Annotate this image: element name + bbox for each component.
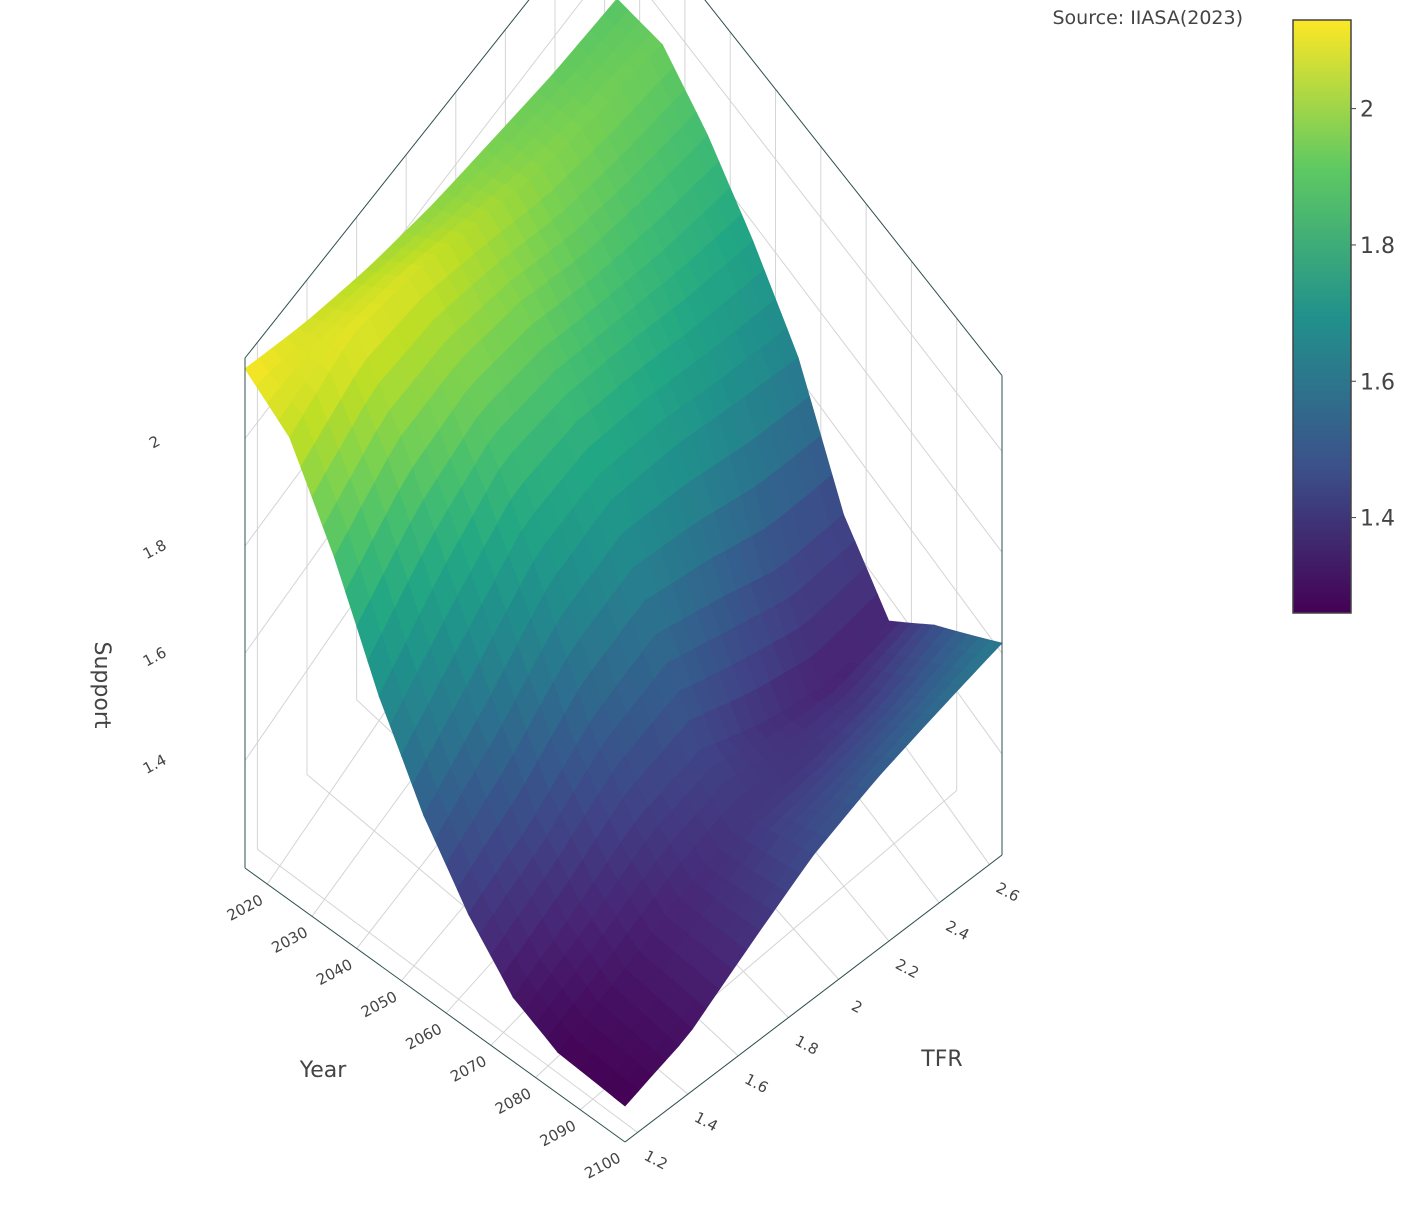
axis-frame bbox=[244, 0, 1003, 1143]
colorbar-tick-label: 1.8 bbox=[1360, 234, 1395, 259]
colorbar: 1.4 1.6 1.8 2 bbox=[1292, 19, 1395, 614]
y-tick-label: 2.4 bbox=[943, 917, 973, 944]
z-tick-label: 1.6 bbox=[140, 643, 170, 670]
z-tick-label: 1.4 bbox=[140, 751, 170, 778]
x-tick-label: 2020 bbox=[224, 891, 266, 925]
colorbar-tick-label: 2 bbox=[1360, 98, 1374, 123]
x-tick-label: 2100 bbox=[582, 1149, 624, 1183]
y-axis-title: TFR bbox=[920, 1047, 962, 1072]
x-axis-title: Year bbox=[299, 1058, 348, 1083]
x-tick-label: 2090 bbox=[537, 1116, 579, 1150]
colorbar-tick-label: 1.4 bbox=[1360, 507, 1395, 532]
x-tick-label: 2050 bbox=[358, 987, 400, 1021]
x-tick-label: 2070 bbox=[447, 1052, 489, 1086]
y-tick-label: 2 bbox=[849, 997, 866, 1017]
tfr-axis-line bbox=[624, 854, 1003, 1143]
year-axis-line bbox=[244, 867, 626, 1143]
source-note: Source: IIASA(2023) bbox=[1053, 7, 1244, 29]
top-edge bbox=[244, 0, 530, 359]
y-tick-label: 2.2 bbox=[892, 955, 922, 982]
y-tick-label: 2.6 bbox=[993, 879, 1023, 906]
colorbar-tick-label: 1.6 bbox=[1360, 370, 1395, 395]
floor-gridline-tfr bbox=[257, 848, 638, 1133]
surface-cell bbox=[613, 1080, 640, 1107]
x-tick-label: 2080 bbox=[492, 1084, 534, 1118]
y-tick-label: 1.2 bbox=[641, 1146, 671, 1173]
z-axis-title: Support bbox=[89, 642, 114, 729]
x-tick-label: 2040 bbox=[313, 955, 355, 989]
y-tick-label: 1.6 bbox=[742, 1070, 772, 1097]
colorbar-gradient bbox=[1292, 19, 1352, 614]
y-tick-label: 1.8 bbox=[792, 1032, 822, 1059]
x-tick-label: 2030 bbox=[269, 923, 311, 957]
x-tick-label: 2060 bbox=[403, 1020, 445, 1054]
top-edge bbox=[704, 0, 1003, 376]
y-tick-label: 1.4 bbox=[691, 1108, 721, 1135]
z-tick-label: 2 bbox=[146, 432, 163, 452]
surface bbox=[244, 0, 1003, 1107]
z-tick-label: 1.8 bbox=[140, 536, 170, 563]
wall-gridline-z bbox=[651, 0, 1003, 452]
